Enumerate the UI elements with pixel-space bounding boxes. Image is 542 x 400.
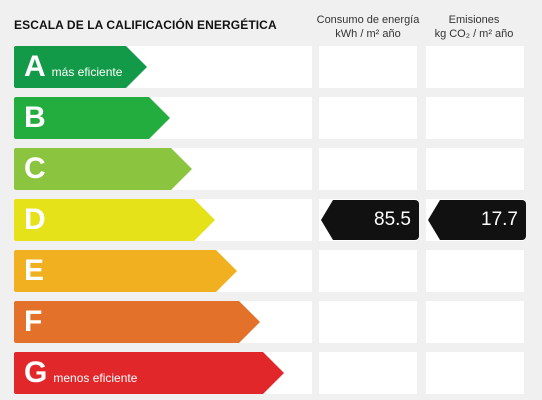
emisiones-value-marker: 17.7: [428, 200, 526, 240]
rating-bar-e: E: [14, 250, 237, 292]
rating-bar-f: F: [14, 301, 260, 343]
rating-description: más eficiente: [51, 65, 123, 79]
consumo-cell-g: [319, 352, 417, 394]
rating-bar-b: B: [14, 97, 170, 139]
emisiones-cell-e: [426, 250, 524, 292]
consumo-header-line1: Consumo de energía: [316, 14, 420, 26]
consumo-cell-c: [319, 148, 417, 190]
emisiones-cell-c: [426, 148, 524, 190]
emisiones-column-header: Emisiones kg CO₂ / m² año: [420, 13, 528, 41]
rating-description: menos eficiente: [53, 371, 138, 385]
rating-letter: A: [24, 50, 46, 83]
scale-title: ESCALA DE LA CALIFICACIÓN ENERGÉTICA: [14, 18, 277, 32]
rating-letter: D: [24, 203, 46, 236]
emisiones-cell-a: [426, 46, 524, 88]
rating-bar-d: D: [14, 199, 215, 241]
consumo-value-marker: 85.5: [321, 200, 419, 240]
consumo-cell-f: [319, 301, 417, 343]
consumo-value: 85.5: [333, 200, 419, 240]
consumo-column-header: Consumo de energía kWh / m² año: [314, 13, 422, 41]
rating-letter: F: [24, 305, 43, 338]
emisiones-cell-g: [426, 352, 524, 394]
emisiones-header-line2: kg CO₂ / m² año: [434, 28, 514, 40]
rating-letter: G: [24, 356, 48, 389]
emisiones-cell-f: [426, 301, 524, 343]
rating-letter: C: [24, 152, 46, 185]
consumo-cell-b: [319, 97, 417, 139]
rating-letter: B: [24, 101, 46, 134]
consumo-cell-a: [319, 46, 417, 88]
emisiones-value: 17.7: [440, 200, 526, 240]
consumo-header-line2: kWh / m² año: [335, 28, 401, 40]
emisiones-cell-b: [426, 97, 524, 139]
rating-bar-c: C: [14, 148, 192, 190]
emisiones-header-line1: Emisiones: [448, 14, 500, 26]
rating-letter: E: [24, 254, 45, 287]
consumo-cell-e: [319, 250, 417, 292]
